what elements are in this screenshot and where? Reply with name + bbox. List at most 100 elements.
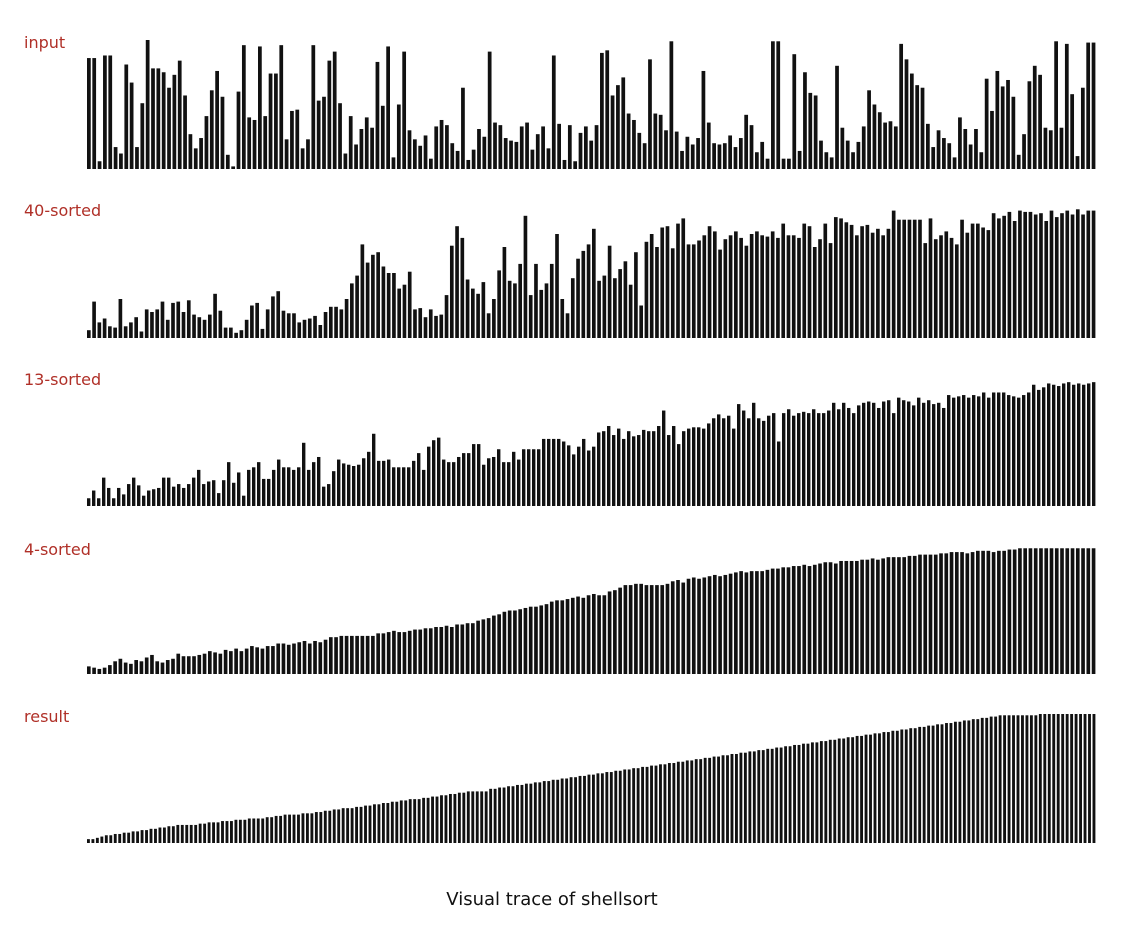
bar [776, 41, 781, 169]
bar [136, 831, 140, 843]
bar [472, 444, 476, 506]
bar [1025, 715, 1029, 843]
bar [744, 245, 749, 338]
bar [279, 815, 283, 843]
bar [216, 822, 220, 843]
bar [803, 72, 807, 169]
bar [823, 562, 828, 674]
bar [87, 839, 90, 843]
bar [1042, 387, 1046, 506]
bar [560, 778, 564, 843]
bar [887, 400, 891, 506]
bar [618, 770, 622, 843]
bar [102, 667, 107, 674]
bar [534, 606, 538, 674]
bar [686, 578, 691, 674]
bar [502, 611, 507, 674]
bar [471, 623, 475, 674]
bar [779, 747, 783, 843]
bar [252, 119, 257, 169]
bar [618, 587, 622, 674]
bar [953, 721, 957, 843]
bar [202, 653, 207, 674]
bar [465, 279, 470, 338]
bar [699, 759, 703, 843]
bar [237, 472, 241, 506]
bar [185, 824, 189, 843]
bar [1043, 714, 1047, 843]
bar [257, 462, 261, 506]
bar [247, 818, 251, 843]
bar [423, 628, 428, 674]
bar [1091, 42, 1096, 169]
bar [970, 223, 975, 338]
bar [423, 317, 428, 338]
bar [1086, 42, 1091, 169]
bar [897, 397, 901, 506]
bar [847, 407, 851, 506]
bar [723, 574, 728, 674]
bar [455, 226, 459, 338]
bar [1061, 714, 1065, 843]
bar [513, 610, 517, 674]
bar [1054, 548, 1059, 674]
bar [188, 134, 193, 169]
bar [623, 585, 628, 674]
bar [782, 413, 786, 506]
bar [870, 558, 875, 674]
bar [925, 123, 930, 169]
bar [586, 244, 591, 338]
bar [365, 635, 370, 674]
bar [1016, 154, 1021, 169]
bar [492, 456, 496, 506]
bar [600, 773, 604, 843]
bar [846, 737, 850, 843]
bar [301, 813, 305, 843]
bar [305, 813, 309, 843]
bar [829, 157, 834, 169]
bar [302, 319, 307, 338]
bar [728, 235, 733, 338]
bar [212, 480, 216, 506]
bar [107, 487, 111, 506]
panel-13-sorted: 13-sorted [24, 370, 1096, 506]
bar [250, 305, 254, 338]
bar [527, 449, 531, 506]
bar [734, 572, 738, 674]
bar [873, 733, 877, 843]
bar [512, 451, 516, 506]
bar [967, 720, 971, 843]
bar [610, 95, 615, 169]
bar [350, 283, 354, 338]
bar [176, 824, 180, 843]
bar [113, 833, 117, 843]
bar [954, 552, 959, 674]
bar [127, 832, 131, 843]
bar [737, 404, 741, 506]
bar [344, 299, 349, 338]
bar [952, 157, 957, 169]
bar [592, 593, 596, 674]
bar [392, 630, 396, 674]
bar [1007, 549, 1012, 674]
bar [323, 312, 328, 338]
bar [752, 402, 756, 506]
bar [691, 577, 696, 674]
bar [936, 724, 939, 843]
bar [434, 126, 439, 169]
bar [407, 271, 412, 338]
bar [918, 219, 922, 338]
bar [967, 397, 971, 506]
bar [944, 231, 949, 338]
bar [417, 799, 421, 843]
bar [849, 224, 854, 338]
bar [802, 564, 807, 674]
bar [578, 775, 582, 843]
bar [1079, 714, 1082, 843]
bar [984, 78, 989, 169]
bar [900, 729, 904, 843]
bar [991, 213, 996, 338]
bar [897, 557, 901, 674]
bar [534, 263, 538, 338]
bar [664, 130, 668, 169]
